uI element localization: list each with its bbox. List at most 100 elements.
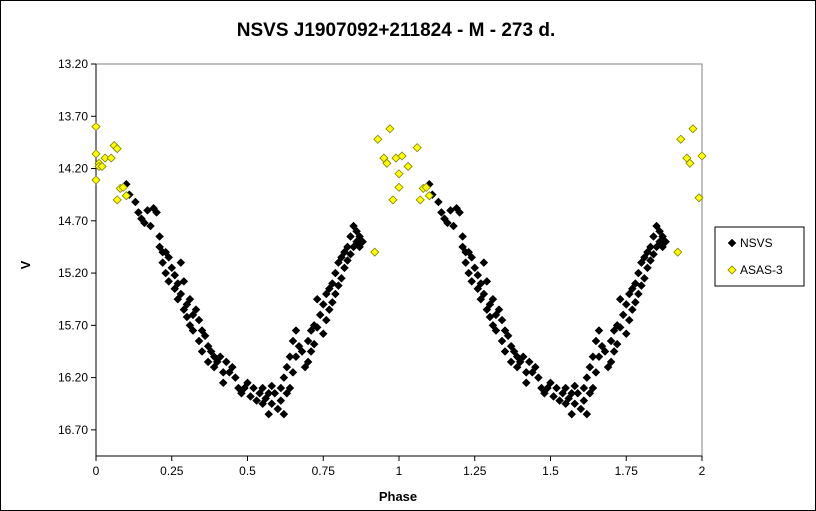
y-tick-label: 15.20: [58, 266, 88, 280]
data-point: [634, 268, 643, 278]
data-point: [594, 352, 604, 362]
data-point: [91, 149, 101, 159]
data-point: [676, 134, 686, 144]
data-point: [288, 368, 298, 377]
data-point: [394, 169, 404, 179]
data-point: [573, 388, 583, 398]
data-point: [606, 336, 616, 346]
data-point: [467, 277, 477, 286]
data-point: [131, 197, 140, 207]
data-point: [91, 122, 101, 132]
data-point: [630, 297, 640, 307]
data-point: [612, 339, 622, 349]
data-point: [606, 357, 616, 367]
data-point: [194, 336, 204, 346]
data-point: [594, 326, 604, 335]
x-tick-label: 2: [699, 464, 706, 478]
data-point: [140, 218, 149, 228]
y-axis-label: V: [18, 260, 33, 269]
data-point: [521, 368, 531, 377]
data-point: [661, 237, 670, 247]
x-tick-label: 1: [396, 464, 403, 478]
data-point: [324, 305, 334, 315]
data-point: [373, 134, 383, 144]
y-tick-label: 14.70: [58, 214, 88, 228]
data-point: [585, 362, 595, 372]
data-point: [521, 378, 531, 388]
data-point: [458, 232, 467, 241]
data-point: [303, 357, 313, 367]
data-point: [397, 151, 407, 161]
data-point: [415, 195, 425, 205]
data-point: [343, 242, 352, 252]
data-point: [315, 310, 325, 320]
data-point: [685, 158, 695, 168]
data-point: [249, 383, 258, 393]
data-point: [118, 182, 128, 192]
data-point: [343, 256, 352, 265]
legend-marker: [727, 265, 737, 275]
data-point: [646, 256, 655, 265]
data-point: [382, 158, 392, 168]
data-point: [434, 197, 443, 207]
data-point: [276, 396, 286, 405]
data-point: [570, 399, 580, 409]
data-point: [291, 326, 301, 335]
data-point: [252, 396, 261, 405]
data-point: [188, 326, 198, 335]
data-point: [297, 347, 307, 356]
data-point: [112, 144, 122, 154]
data-point: [449, 221, 458, 231]
y-tick-label: 13.20: [58, 57, 88, 71]
data-point: [591, 336, 601, 346]
data-point: [455, 208, 464, 217]
data-point: [267, 381, 277, 391]
data-point: [649, 232, 658, 241]
x-axis-label: Phase: [379, 489, 417, 504]
data-point: [291, 352, 301, 362]
data-point: [346, 232, 355, 241]
legend-label: NSVS: [740, 236, 773, 250]
data-point: [258, 383, 268, 393]
data-point: [276, 383, 286, 393]
y-tick-label: 14.20: [58, 162, 88, 176]
data-point: [567, 388, 577, 398]
data-point: [552, 383, 561, 393]
data-point: [403, 161, 413, 172]
data-point: [282, 362, 292, 372]
data-point: [309, 339, 319, 349]
data-point: [346, 249, 355, 259]
data-point: [264, 388, 274, 398]
data-point: [609, 347, 619, 356]
data-point: [179, 277, 189, 286]
data-point: [621, 300, 631, 309]
legend-label: ASAS-3: [740, 263, 783, 277]
data-point: [200, 331, 210, 341]
legend-box: [714, 226, 805, 287]
x-tick-label: 1.25: [463, 464, 487, 478]
data-point: [497, 336, 507, 346]
data-point: [303, 336, 313, 346]
data-point: [358, 237, 367, 247]
y-tick-label: 16.70: [58, 423, 88, 437]
data-point: [273, 404, 283, 414]
data-point: [688, 124, 698, 134]
data-point: [637, 281, 646, 290]
data-point: [497, 315, 507, 325]
data-point: [634, 289, 643, 299]
data-point: [152, 208, 161, 217]
data-point: [470, 263, 480, 273]
data-point: [340, 263, 349, 273]
data-point: [218, 368, 228, 377]
y-tick-label: 13.70: [58, 109, 88, 123]
data-point: [649, 249, 658, 259]
data-point: [231, 373, 240, 382]
data-point: [697, 151, 707, 161]
data-point: [582, 373, 592, 382]
data-point: [285, 383, 295, 393]
data-point: [561, 383, 571, 393]
data-point: [331, 268, 340, 278]
data-point: [534, 373, 543, 382]
legend: NSVS ASAS-3: [714, 226, 805, 287]
